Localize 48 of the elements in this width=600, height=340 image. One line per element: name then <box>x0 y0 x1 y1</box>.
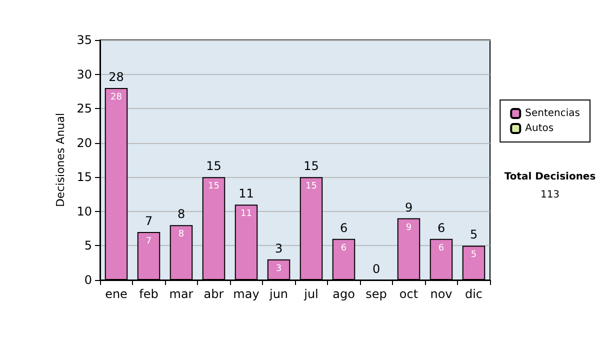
text: Total Decisiones <box>504 172 596 182</box>
x-tick-label: ago <box>332 287 355 301</box>
x-tick-label: jun <box>268 287 288 301</box>
data-label: 28 <box>110 92 122 102</box>
y-axis-title: Decisiones Anual <box>54 112 67 208</box>
x-tick-label: ene <box>105 287 128 301</box>
data-label: 8 <box>178 230 184 240</box>
y-tick-label: 10 <box>76 204 92 218</box>
data-label: 11 <box>240 209 252 220</box>
legend-label: Sentencias <box>525 108 580 119</box>
data-label: 15 <box>208 182 220 192</box>
total-label: 5 <box>470 228 478 242</box>
total-label: 15 <box>206 159 222 174</box>
y-tick-label: 25 <box>76 102 92 116</box>
data-label: 5 <box>470 250 477 260</box>
text: 113 <box>540 190 560 200</box>
x-tick-label: feb <box>139 287 158 301</box>
x-tick-label: abr <box>204 287 224 301</box>
total-label: 28 <box>108 70 124 84</box>
x-tick-label: dic <box>464 287 483 301</box>
data-label: 6 <box>438 243 444 254</box>
x-tick-label: sep <box>366 287 387 301</box>
x-tick-label: mar <box>169 287 194 301</box>
y-tick-label: 5 <box>84 238 92 253</box>
data-label: 7 <box>146 236 152 246</box>
total-label: 3 <box>274 241 283 256</box>
x-tick-label: may <box>233 287 260 301</box>
x-tick-label: jul <box>303 287 318 301</box>
x-tick-label: oct <box>399 287 418 301</box>
data-label: 9 <box>406 222 412 233</box>
legend-label: Autos <box>525 123 554 134</box>
total-label: 9 <box>404 200 413 214</box>
total-label: 6 <box>340 220 348 235</box>
y-tick-label: 35 <box>76 33 92 47</box>
total-label: 7 <box>144 214 153 228</box>
data-label: 6 <box>340 243 347 254</box>
total-label: 8 <box>177 207 186 222</box>
total-label: 11 <box>238 186 254 201</box>
y-tick-label: 15 <box>76 170 92 184</box>
total-label: 0 <box>372 262 380 276</box>
y-tick-label: 0 <box>84 273 92 287</box>
y-tick-label: 30 <box>76 67 92 82</box>
total-label: 15 <box>304 159 319 174</box>
total-label: 6 <box>437 220 446 235</box>
y-tick-label: 20 <box>76 136 92 150</box>
data-label: 15 <box>306 182 317 192</box>
x-tick-label: nov <box>430 287 452 301</box>
data-label: 3 <box>276 264 282 274</box>
